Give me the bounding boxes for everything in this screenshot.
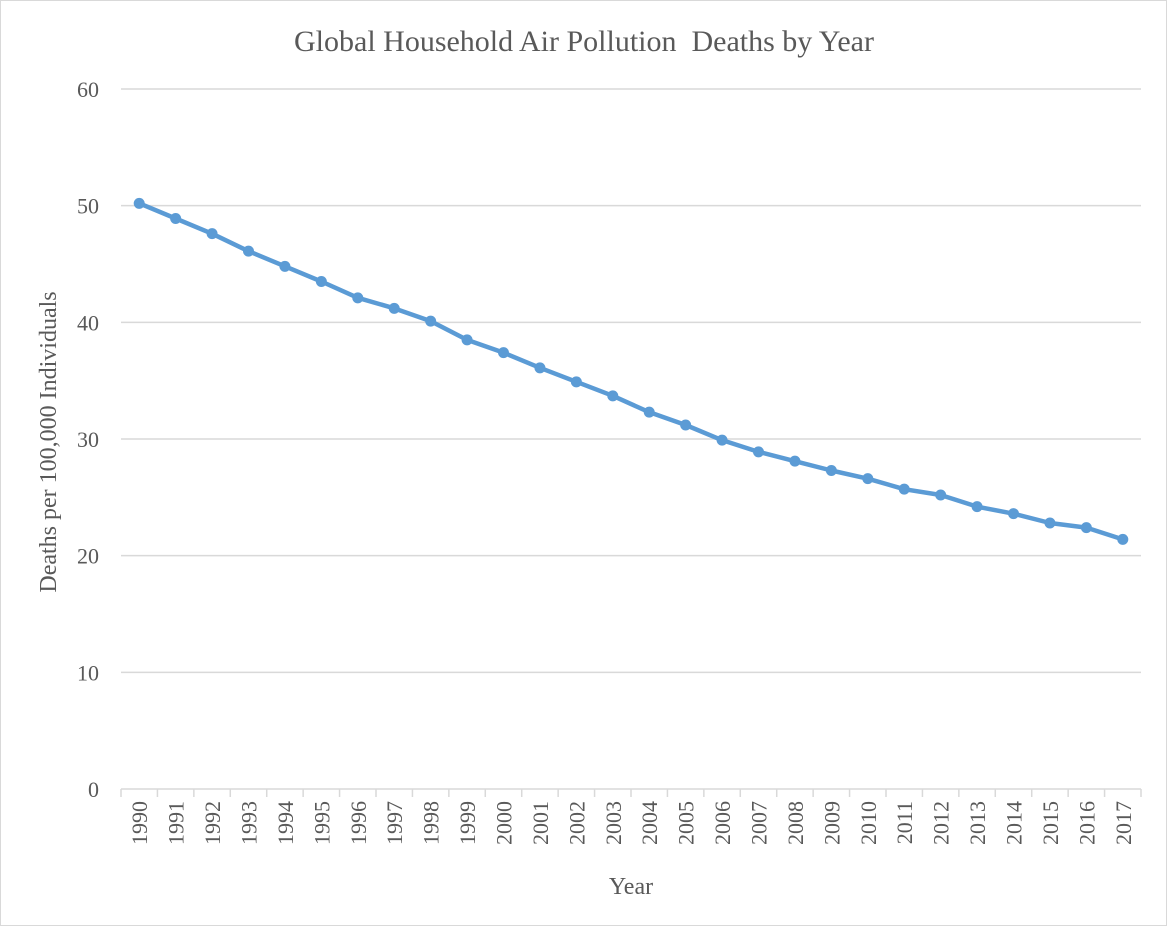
- y-tick-label: 30: [77, 427, 99, 452]
- x-tick-label: 2013: [965, 801, 990, 845]
- data-point: [498, 347, 509, 359]
- data-point: [279, 260, 291, 272]
- series-1: [133, 197, 1129, 545]
- data-point: [862, 473, 874, 485]
- x-tick-label: 2014: [1002, 801, 1027, 845]
- data-point: [534, 362, 546, 374]
- data-point: [716, 434, 728, 446]
- x-tick-label: 1993: [237, 801, 262, 845]
- data-point: [753, 446, 764, 458]
- x-tick-label: 2002: [564, 801, 589, 845]
- data-point: [461, 334, 473, 346]
- data-point: [680, 419, 692, 431]
- data-point: [170, 213, 182, 224]
- x-tick-label: 1994: [273, 801, 298, 845]
- data-point: [133, 197, 145, 209]
- x-tick-label: 2015: [1038, 801, 1063, 845]
- x-axis-title: Year: [609, 874, 653, 900]
- x-tick-label: 2011: [892, 801, 917, 844]
- x-tick-label: 2003: [601, 801, 626, 845]
- data-point: [971, 501, 983, 513]
- x-tick-label: 2009: [819, 801, 844, 845]
- x-tick-label: 1996: [346, 801, 371, 845]
- x-tick-label: 2017: [1111, 801, 1136, 845]
- y-tick-label: 0: [88, 777, 99, 802]
- x-tick-label: 2006: [710, 801, 735, 845]
- x-tick-label: 2007: [747, 801, 772, 845]
- data-point: [352, 292, 364, 304]
- x-tick-label: 1991: [164, 801, 189, 845]
- data-point: [935, 489, 947, 501]
- data-point: [315, 276, 327, 287]
- data-point: [425, 315, 437, 327]
- y-tick-label: 50: [77, 194, 99, 219]
- data-point: [643, 406, 655, 418]
- data-point: [1117, 533, 1129, 545]
- x-tick-label: 2005: [674, 801, 699, 845]
- x-tick-label: 2004: [637, 801, 662, 845]
- x-axis-ticks: 1990 1991 1992 1993 1994 1995 1996 1997 1998 1999…: [120, 789, 1142, 845]
- data-point: [206, 228, 218, 240]
- x-tick-label: 1990: [127, 801, 152, 845]
- data-point: [570, 376, 582, 388]
- y-tick-label: 20: [77, 544, 99, 569]
- data-point: [789, 455, 801, 467]
- data-point: [607, 390, 619, 402]
- x-tick-label: 1997: [382, 801, 407, 845]
- data-point: [243, 245, 254, 257]
- x-tick-label: 2016: [1074, 801, 1099, 845]
- y-tick-label: 60: [77, 77, 99, 102]
- data-point: [825, 465, 837, 476]
- y-axis-tick-labels: 0 10 20 30 40 50 60: [77, 77, 99, 802]
- gridlines: [121, 88, 1141, 674]
- chart-title: Global Household Air Pollution Deaths by…: [294, 25, 874, 58]
- x-tick-label: 2000: [492, 801, 517, 845]
- data-point: [898, 483, 910, 495]
- data-point: [1008, 508, 1019, 520]
- data-point: [388, 302, 400, 314]
- x-tick-label: 1992: [200, 801, 225, 845]
- x-tick-label: 1995: [309, 801, 334, 845]
- x-tick-label: 2012: [929, 801, 954, 845]
- series-line: [136, 201, 1126, 542]
- data-point: [1044, 517, 1056, 529]
- x-tick-label: 2001: [528, 801, 553, 845]
- x-tick-label: 1998: [419, 801, 444, 845]
- x-tick-label: 2010: [856, 801, 881, 845]
- y-tick-label: 10: [77, 660, 99, 685]
- data-point: [1080, 522, 1092, 534]
- x-tick-label: 2008: [783, 801, 808, 845]
- y-axis-title: Deaths per 100,000 Individuals: [36, 291, 62, 592]
- x-tick-label: 1999: [455, 801, 480, 845]
- y-tick-label: 40: [77, 310, 99, 335]
